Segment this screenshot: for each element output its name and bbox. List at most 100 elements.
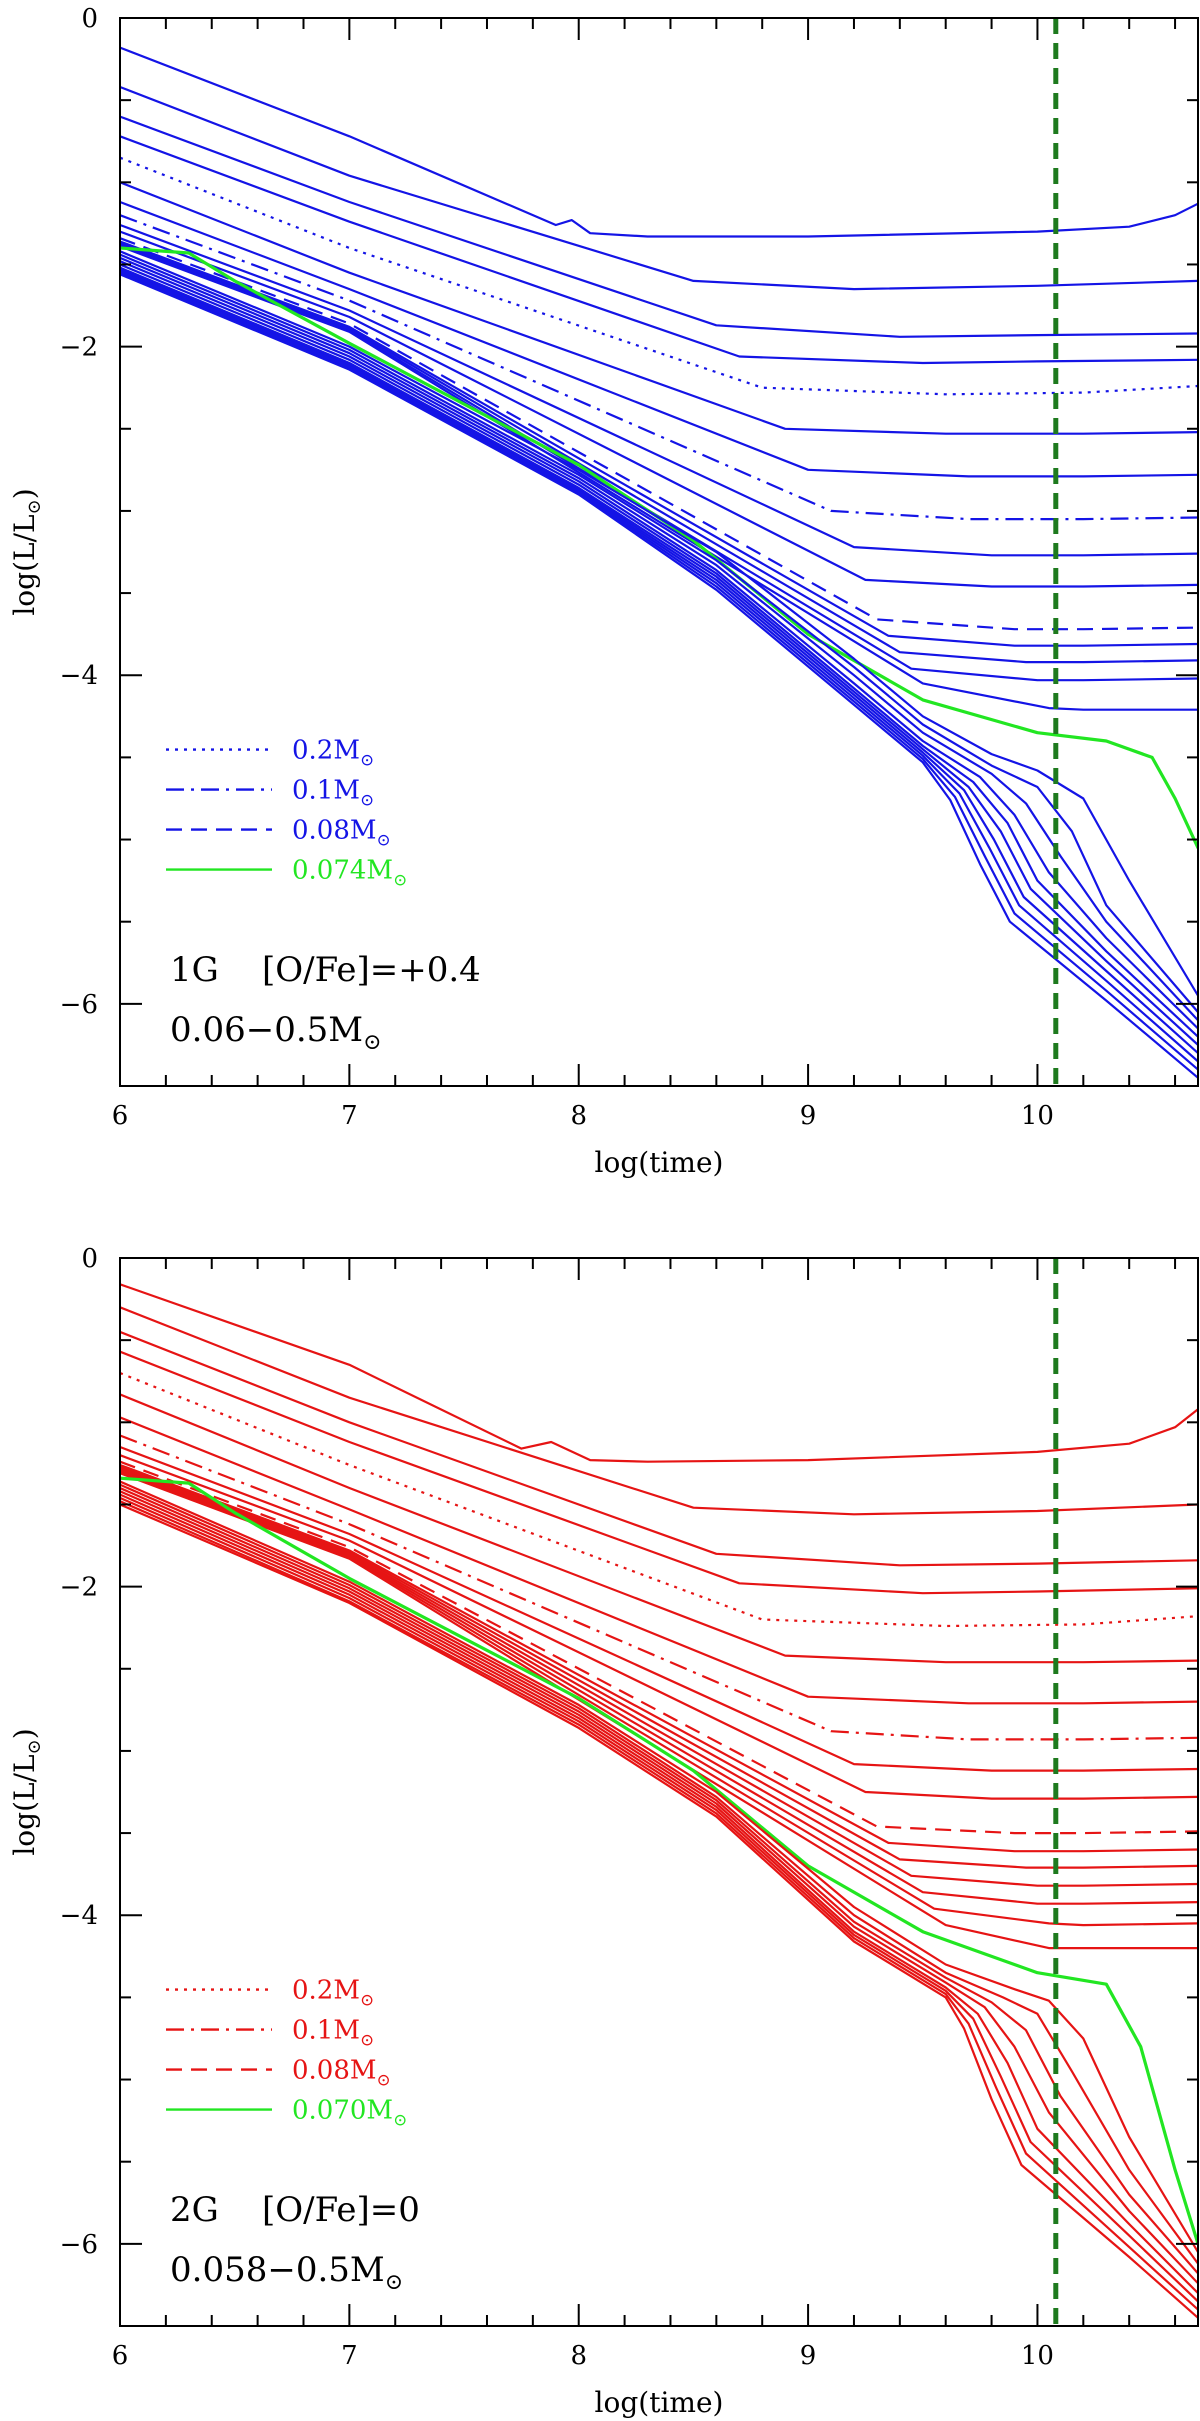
bottom-legend-label: 0.2M⊙	[292, 1976, 374, 2011]
bottom-series-track-13	[120, 1465, 1198, 1869]
bottom-series-track-10	[120, 1454, 1198, 1800]
top-series-track-17	[120, 250, 1198, 997]
bottom-series-track-25	[120, 1500, 1198, 2311]
top-series-track-22	[120, 266, 1198, 1046]
bottom-panel-ylabel: log(L/L⊙)	[8, 1728, 45, 1855]
bottom-legend-sun-symbol: ⊙	[377, 2071, 391, 2091]
bottom-panel-annotation-sun-symbol: ⊙	[385, 2270, 403, 2295]
top-series-track-24	[120, 269, 1198, 1063]
top-series-track-7	[120, 200, 1198, 478]
top-series-track-21	[120, 263, 1198, 1038]
bottom-series-track-22	[120, 1490, 1198, 2285]
bottom-series-0-2m	[120, 1371, 1198, 1628]
bottom-series-0-070m	[120, 1476, 1198, 2246]
bottom-y-tick-label: 0	[81, 1244, 98, 1274]
top-series-0-2m	[120, 156, 1198, 396]
top-series-track-15	[120, 245, 1198, 711]
bottom-legend-sun-symbol: ⊙	[360, 2031, 374, 2051]
bottom-panel-xlabel: log(time)	[595, 2386, 724, 2419]
bottom-x-tick-label: 9	[800, 2341, 817, 2371]
bottom-panel-ylabel-text: log(L/L	[8, 1754, 41, 1855]
bottom-x-tick-label: 6	[112, 2341, 129, 2371]
top-panel-ticks: 6 7 8 9 10 0 −2 −4 −6	[60, 4, 1198, 1131]
top-legend-sun-symbol: ⊙	[393, 871, 407, 891]
top-legend-label: 0.1M⊙	[292, 776, 374, 811]
bottom-panel-annotation-population: 2G [O/Fe]=0	[170, 2190, 420, 2230]
top-legend-label: 0.08M⊙	[292, 816, 391, 851]
top-series-0-1m	[120, 214, 1198, 521]
top-panel: 6 7 8 9 100−2−4−6 log(time) log(L/L⊙) 1G [O/…	[8, 4, 1199, 1179]
top-series-track-18	[120, 253, 1198, 1014]
bottom-series-track-19	[120, 1480, 1198, 2254]
top-series-track-25	[120, 271, 1198, 1071]
top-panel-ylabel-close: )	[8, 488, 41, 499]
bottom-series-track-1	[120, 1283, 1198, 1463]
bottom-x-tick-label: 10	[1021, 2341, 1054, 2371]
bottom-panel-ylabel-close: )	[8, 1728, 41, 1739]
top-y-tick-label: −4	[60, 661, 98, 691]
bottom-series-track-2	[120, 1306, 1198, 1516]
top-panel-xlabel: log(time)	[595, 1146, 724, 1179]
bottom-series-track-12	[120, 1463, 1198, 1853]
top-series-track-10	[120, 230, 1198, 588]
top-series-track-26	[120, 273, 1198, 1079]
bottom-series-track-17	[120, 1472, 1198, 1950]
top-series-track-14	[120, 243, 1198, 682]
bottom-legend-label: 0.070M⊙	[292, 2096, 407, 2131]
top-series-track-4	[120, 135, 1198, 365]
bottom-legend-sun-symbol: ⊙	[360, 1991, 374, 2011]
top-y-tick-label: 0	[81, 4, 98, 34]
bottom-panel-annotation-mass-range: 0.058−0.5M⊙	[170, 2250, 403, 2295]
bottom-series-0-08m	[120, 1460, 1198, 1835]
top-x-tick-label: 6	[112, 1101, 129, 1131]
top-panel-annotation-sun-symbol: ⊙	[363, 1030, 381, 1055]
bottom-legend-label: 0.1M⊙	[292, 2016, 374, 2051]
top-panel-ylabel-sun-symbol: ⊙	[24, 499, 45, 514]
top-y-tick-label: −2	[60, 333, 98, 363]
bottom-panel-frame	[119, 1257, 1199, 2327]
bottom-panel-annotation-mass-range-text: 0.058−0.5M	[170, 2250, 385, 2290]
top-series-0-074m	[120, 246, 1198, 850]
top-panel-series	[120, 18, 1198, 1086]
top-panel-ylabel: log(L/L⊙)	[8, 488, 45, 615]
bottom-legend-label: 0.08M⊙	[292, 2056, 391, 2091]
bottom-series-track-20	[120, 1483, 1198, 2265]
bottom-series-track-16	[120, 1470, 1198, 1927]
top-panel-annotation-mass-range: 0.06−0.5M⊙	[170, 1010, 382, 1055]
top-series-track-6	[120, 181, 1198, 435]
bottom-series-track-9	[120, 1445, 1198, 1772]
bottom-panel-legend: 0.2M⊙ 0.1M⊙ 0.08M⊙ 0.070M⊙	[166, 1976, 407, 2131]
top-y-tick-label: −6	[60, 990, 98, 1020]
bottom-panel-ylabel-sun-symbol: ⊙	[24, 1739, 45, 1754]
top-legend-sun-symbol: ⊙	[377, 831, 391, 851]
top-series-track-1	[120, 46, 1198, 238]
top-series-track-3	[120, 115, 1198, 338]
top-panel-annotation-population: 1G [O/Fe]=+0.4	[170, 950, 481, 990]
top-series-track-19	[120, 256, 1198, 1022]
bottom-series-track-15	[120, 1468, 1198, 1905]
top-legend-sun-symbol: ⊙	[360, 751, 374, 771]
top-series-track-20	[120, 260, 1198, 1030]
bottom-panel: 6 7 8 9 100−2−4−6 log(time) log(L/L⊙) 2G [O/…	[8, 1244, 1199, 2419]
top-series-0-08m	[120, 237, 1198, 631]
bottom-series-0-1m	[120, 1434, 1198, 1741]
bottom-series-track-3	[120, 1330, 1198, 1567]
top-panel-frame	[119, 17, 1199, 1087]
bottom-y-tick-label: −6	[60, 2230, 98, 2260]
top-x-tick-label: 8	[570, 1101, 587, 1131]
bottom-series-track-21	[120, 1486, 1198, 2275]
bottom-legend-sun-symbol: ⊙	[393, 2111, 407, 2131]
bottom-y-tick-label: −4	[60, 1901, 98, 1931]
bottom-x-tick-label: 8	[570, 2341, 587, 2371]
top-x-tick-label: 9	[800, 1101, 817, 1131]
top-series-track-9	[120, 223, 1198, 557]
top-panel-annotation-mass-range-text: 0.06−0.5M	[170, 1010, 363, 1050]
top-x-tick-label: 10	[1021, 1101, 1054, 1131]
bottom-series-track-7	[120, 1416, 1198, 1705]
bottom-series-track-14	[120, 1467, 1198, 1887]
top-series-track-23	[120, 268, 1198, 1055]
bottom-series-track-4	[120, 1350, 1198, 1595]
top-series-track-12	[120, 240, 1198, 647]
bottom-series-track-23	[120, 1493, 1198, 2295]
